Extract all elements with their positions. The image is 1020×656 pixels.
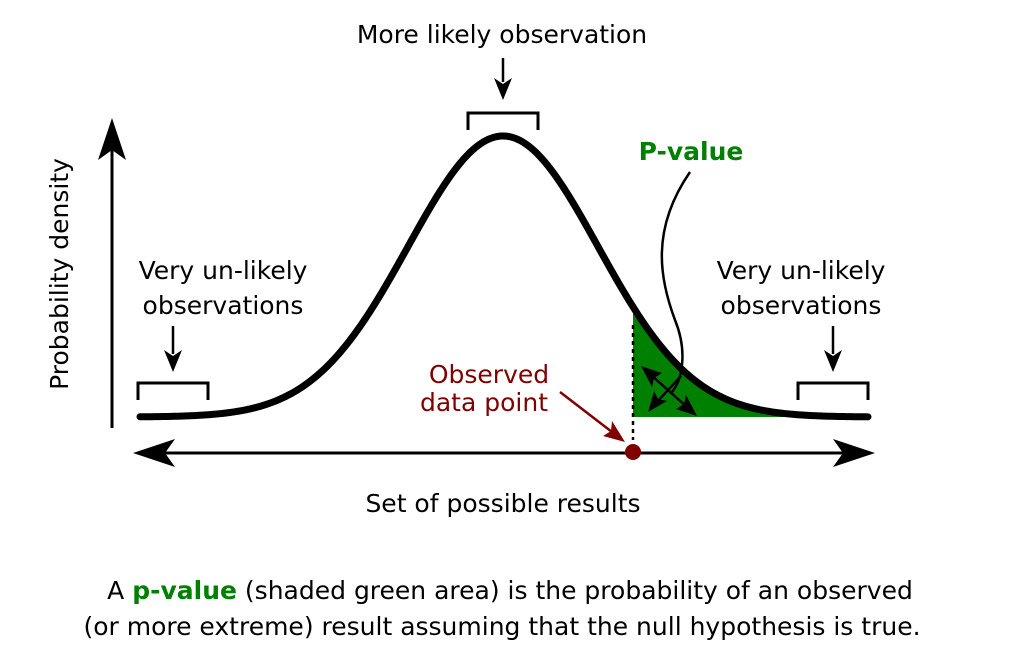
caption-line2: (or more extreme) result assuming that t… (83, 612, 920, 641)
y-axis-label: Probability density (45, 158, 74, 390)
top-down-arrow-icon (494, 58, 512, 100)
unlikely-left-line2: observations (143, 291, 304, 320)
observed-label-line2: data point (420, 388, 548, 417)
observed-label-line1: Observed (429, 360, 549, 389)
pvalue-pointer-line (660, 171, 692, 393)
caption-pvalue-highlight: p-value (132, 576, 237, 605)
dot-icon (625, 444, 641, 460)
caption-suffix: (shaded green area) is the probability o… (237, 576, 913, 605)
bell-curve (136, 132, 872, 421)
double-headed-arrow-icon (133, 439, 875, 467)
x-axis-label: Set of possible results (365, 489, 640, 518)
left-bracket (136, 381, 210, 400)
caption-prefix: A (107, 576, 132, 605)
pvalue-double-arrow-icon (641, 366, 697, 416)
arrow-up-icon (98, 118, 126, 428)
observed-pointer-arrow-icon (559, 391, 625, 442)
right-bracket (796, 381, 870, 400)
right-down-arrow-icon (824, 326, 842, 372)
top-bracket (466, 111, 540, 130)
pvalue-label: P-value (639, 137, 744, 166)
unlikely-right-line1: Very un-likely (717, 256, 886, 285)
caption-line1: A p-value (shaded green area) is the pro… (107, 576, 913, 605)
unlikely-left-line1: Very un-likely (139, 256, 308, 285)
unlikely-right-line2: observations (721, 291, 882, 320)
more-likely-label: More likely observation (357, 20, 647, 49)
pvalue-shaded-area (633, 306, 868, 417)
left-down-arrow-icon (164, 326, 182, 372)
